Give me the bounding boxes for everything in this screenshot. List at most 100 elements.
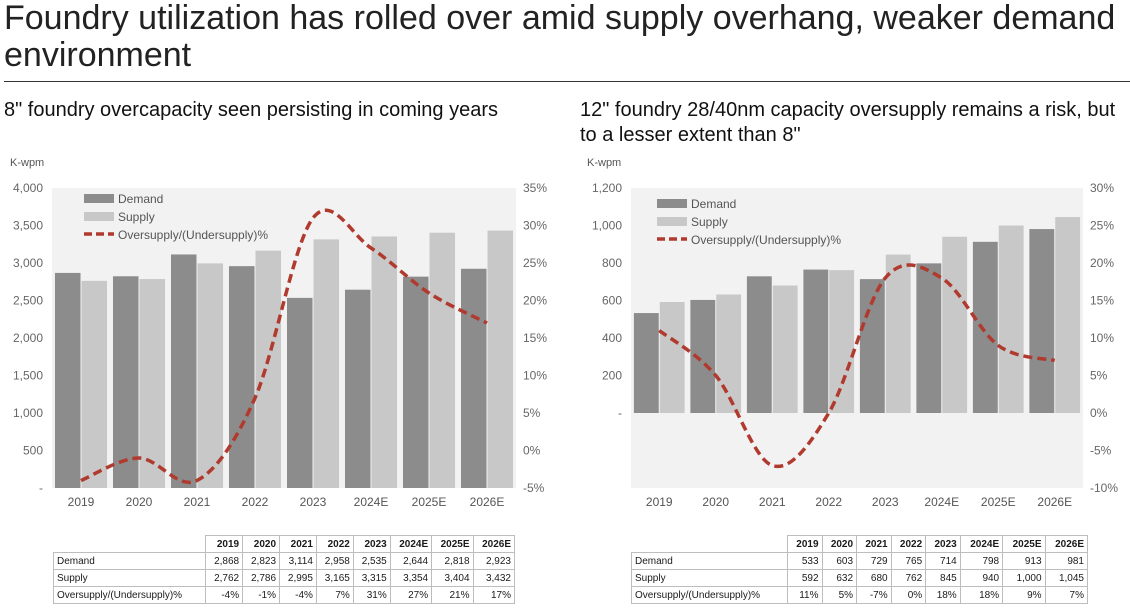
left-y2-tick-label: 10% (523, 369, 547, 383)
right-table-header-cell: 2020 (821, 535, 858, 553)
right-table-row-label: Supply (631, 569, 788, 587)
left-table-cell: 3,114 (279, 552, 317, 570)
page-title: Foundry utilization has rolled over amid… (4, 0, 1116, 74)
left-table-row: Supply 2,762 2,786 2,995 3,165 3,315 3,354 3,40… (52, 569, 516, 587)
left-bar-supply-2021 (197, 263, 224, 488)
right-x-tick-label: 2021 (759, 495, 786, 509)
right-legend-label-supply: Supply (691, 215, 728, 229)
left-y-tick-label: 3,500 (13, 219, 43, 233)
right-legend-label-demand: Demand (691, 197, 736, 211)
right-y2-tick-label: -5% (1090, 444, 1112, 458)
right-y-tick-label: 800 (602, 256, 622, 270)
right-bar-demand-2022 (803, 269, 829, 413)
left-table-row: Demand 2,868 2,823 3,114 2,958 2,535 2,644 2,81… (52, 552, 516, 570)
left-bar-demand-2025E (402, 276, 429, 488)
right-bar-demand-2021 (746, 276, 772, 413)
left-x-tick-label: 2026E (470, 495, 505, 509)
right-x-tick-label: 2024E (924, 495, 959, 509)
left-x-tick-label: 2022 (242, 495, 269, 509)
left-x-tick-label: 2021 (184, 495, 211, 509)
left-y-tick-label: 4,000 (13, 181, 43, 195)
left-table-header-cell: 2020 (242, 535, 281, 553)
right-table-header-cell: 2026E (1044, 535, 1089, 553)
right-y-tick-label: 1,200 (592, 181, 622, 195)
left-legend-label-supply: Supply (118, 210, 155, 224)
left-y-tick-label: 1,000 (13, 406, 43, 420)
right-table-row-label: Demand (631, 552, 788, 570)
left-y-tick-label: 500 (23, 444, 43, 458)
left-bar-supply-2019 (81, 280, 108, 488)
right-bar-supply-2025E (998, 225, 1024, 413)
right-bar-supply-2020 (716, 294, 742, 413)
left-y2-tick-label: 30% (523, 219, 547, 233)
right-table-cell: 680 (856, 569, 892, 587)
left-x-tick-label: 2025E (412, 495, 447, 509)
right-y2-tick-label: 10% (1090, 331, 1114, 345)
right-y-axis-unit: K-wpm (587, 157, 621, 169)
right-bar-supply-2019 (659, 302, 685, 413)
left-table-cell: 2,923 (472, 552, 516, 570)
left-table-cell: 2,823 (242, 552, 281, 570)
right-table-row: Supply 592 632 680 762 845 940 1,000 1,045 (631, 569, 1089, 587)
right-table-corner (631, 535, 788, 553)
left-table-cell: -4% (279, 586, 317, 604)
right-y-tick-label: 200 (602, 369, 622, 383)
right-table-cell: 0% (890, 586, 927, 604)
left-table-header-row: 2019 2020 2021 2022 2023 2024E 2025E 2026E (53, 535, 516, 553)
right-x-tick-label: 2025E (981, 495, 1016, 509)
left-y2-tick-label: -5% (523, 481, 545, 495)
right-oversupply-line (658, 263, 1056, 469)
right-table-row-label: Oversupply/(Undersupply)% (631, 586, 788, 604)
left-table-cell: 3,165 (315, 569, 354, 587)
left-legend-label-demand: Demand (118, 192, 163, 206)
left-table-row-label: Oversupply/(Undersupply)% (52, 586, 207, 604)
right-table-header-cell: 2022 (890, 535, 927, 553)
left-table-cell: 2,644 (389, 552, 433, 570)
left-table-cell: -1% (242, 586, 281, 604)
left-table-cell: -4% (205, 586, 244, 604)
left-table-header-cell: 2024E (389, 535, 433, 553)
left-bar-demand-2019 (54, 272, 81, 488)
left-y-tick-label: 3,000 (13, 256, 43, 270)
right-bar-supply-2024E (942, 236, 968, 413)
right-y-tick-label: - (618, 406, 622, 420)
right-table-cell: 18% (959, 586, 1004, 604)
right-x-tick-label: 2026E (1037, 495, 1072, 509)
left-y-tick-label: 1,500 (13, 369, 43, 383)
right-table-cell: 5% (821, 586, 858, 604)
left-table-cell: 2,868 (205, 552, 244, 570)
left-bar-demand-2024E (344, 289, 371, 488)
right-table-cell: 762 (890, 569, 927, 587)
left-table-cell: 3,432 (472, 569, 516, 587)
right-y2-tick-label: -10% (1090, 481, 1118, 495)
right-bar-demand-2019 (633, 313, 659, 413)
right-table-cell: 798 (959, 552, 1004, 570)
left-y-tick-label: - (39, 481, 43, 495)
right-y2-tick-label: 15% (1090, 294, 1114, 308)
right-table-cell: 1,000 (1002, 569, 1046, 587)
left-table-cell: 3,315 (352, 569, 391, 587)
left-y2-tick-label: 0% (523, 444, 541, 458)
left-table-cell: 3,354 (389, 569, 433, 587)
left-table-corner (53, 535, 207, 553)
left-x-tick-label: 2020 (126, 495, 153, 509)
left-table-cell: 17% (472, 586, 516, 604)
left-bar-demand-2021 (170, 254, 197, 488)
left-y2-tick-label: 35% (523, 181, 547, 195)
left-table-cell: 2,818 (431, 552, 474, 570)
right-table-cell: 765 (890, 552, 927, 570)
right-table-cell: 533 (786, 552, 823, 570)
left-table-header-cell: 2025E (431, 535, 474, 553)
left-y-tick-label: 2,000 (13, 331, 43, 345)
right-y-tick-label: 400 (602, 331, 622, 345)
right-table-cell: 7% (1044, 586, 1089, 604)
left-table-row-label: Supply (52, 569, 207, 587)
left-table-cell: 21% (431, 586, 474, 604)
right-table-cell: -7% (856, 586, 892, 604)
left-table-cell: 2,958 (315, 552, 354, 570)
left-bar-demand-2023 (286, 297, 313, 488)
right-bar-supply-2026E (1055, 217, 1081, 413)
left-table-cell: 7% (315, 586, 354, 604)
left-bar-supply-2024E (371, 236, 398, 488)
right-table-cell: 845 (925, 569, 961, 587)
